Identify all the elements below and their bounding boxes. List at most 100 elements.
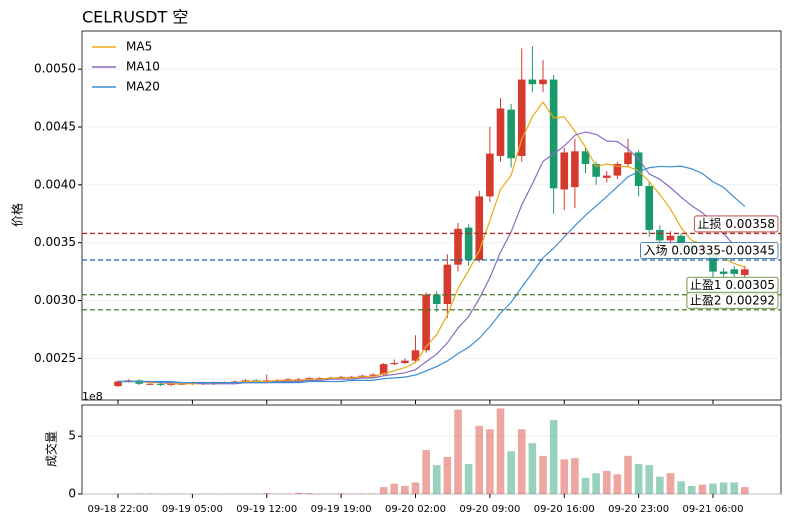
chart-title: CELRUSDT 空 — [82, 8, 188, 27]
volume-bar — [719, 482, 728, 494]
volume-bar — [432, 465, 441, 494]
volume-bar — [517, 429, 526, 494]
candle-body — [316, 378, 324, 380]
volume-bar — [464, 463, 473, 494]
level-label: 止盈1 0.00305 — [690, 278, 775, 292]
candle-body — [156, 383, 165, 385]
candle-body — [114, 381, 122, 387]
y-tick-label: 0.0025 — [34, 351, 76, 365]
candle-body — [645, 186, 654, 230]
volume-bar — [443, 457, 452, 494]
volume-axis-label: 成交量 — [44, 431, 59, 467]
y-tick-label: 0.0035 — [34, 235, 76, 249]
candle-body — [347, 376, 356, 378]
volume-bar — [581, 477, 590, 494]
candle-body — [613, 164, 622, 176]
x-tick-label: 09-21 06:00 — [682, 504, 743, 515]
volume-bar — [656, 476, 664, 494]
level-label-box — [686, 291, 779, 309]
y-axis-label: 价格 — [10, 203, 25, 227]
volume-bar — [560, 459, 569, 494]
candle-body — [464, 227, 473, 261]
candle-body — [443, 264, 452, 304]
volume-offset-label: 1e8 — [82, 390, 103, 403]
candle-body — [730, 269, 739, 274]
candle-body — [146, 383, 154, 385]
candle-body — [592, 164, 600, 177]
volume-bar — [305, 493, 314, 494]
y-tick-label: 5 — [68, 429, 76, 443]
volume-bar — [666, 473, 675, 494]
candle-body — [390, 362, 399, 365]
candle-body — [602, 175, 611, 178]
volume-bar — [507, 451, 515, 494]
volume-bar — [146, 493, 154, 494]
volume-bar — [411, 482, 420, 494]
candle-body — [422, 294, 430, 351]
volume-bar — [730, 482, 739, 494]
x-tick-label: 09-20 16:00 — [534, 504, 595, 515]
level-label-box — [694, 215, 779, 233]
volume-bar — [379, 487, 388, 494]
candle-body — [709, 254, 717, 272]
legend-label: MA5 — [126, 40, 152, 54]
candle-body — [719, 271, 728, 274]
legend-label: MA10 — [126, 60, 160, 74]
volume-bar — [709, 483, 717, 494]
volume-bar — [475, 425, 484, 494]
volume-bar — [454, 409, 462, 494]
candle-body — [294, 379, 303, 381]
candle-body — [401, 360, 409, 363]
candle-body — [379, 364, 388, 375]
volume-bar — [539, 455, 547, 494]
volume-bar — [422, 450, 430, 494]
candle-body — [539, 79, 547, 85]
volume-bar — [358, 493, 367, 494]
ma-line — [118, 131, 746, 385]
volume-bar — [294, 492, 303, 494]
candle-body — [624, 152, 632, 165]
volume-bar — [135, 493, 144, 494]
x-tick-label: 09-20 02:00 — [385, 504, 446, 515]
candle-body — [411, 350, 420, 361]
ma-line — [118, 165, 746, 384]
volume-bar — [262, 493, 271, 494]
candle-body — [560, 152, 569, 190]
volume-bar — [390, 483, 399, 494]
candle-body — [369, 374, 377, 376]
volume-bar — [677, 481, 685, 494]
volume-bar — [337, 493, 345, 494]
candle-body — [528, 79, 537, 85]
candle-body — [549, 79, 558, 189]
candle-body — [432, 294, 441, 304]
candle-body — [741, 269, 749, 276]
y-tick-label: 0.0040 — [34, 177, 76, 191]
volume-bar — [645, 465, 654, 494]
volume-bar — [369, 493, 377, 494]
volume-bar — [549, 420, 558, 494]
x-tick-label: 09-19 12:00 — [236, 504, 297, 515]
x-tick-label: 09-19 05:00 — [162, 504, 223, 515]
x-tick-label: 09-19 19:00 — [311, 504, 372, 515]
level-label-box — [640, 242, 779, 259]
y-tick-label: 0.0050 — [34, 62, 76, 76]
candle-body — [656, 229, 664, 241]
candle-body — [581, 151, 590, 165]
x-tick-label: 09-20 23:00 — [608, 504, 669, 515]
volume-bar — [741, 487, 749, 494]
y-tick-label: 0.0030 — [34, 293, 76, 307]
candle-body — [634, 152, 643, 187]
volume-bar — [634, 463, 643, 494]
volume-bar — [602, 470, 611, 494]
y-tick-label: 0 — [68, 487, 76, 501]
volume-bar — [592, 473, 600, 494]
price-panel — [81, 30, 782, 401]
volume-bar — [624, 455, 632, 494]
candle-body — [571, 151, 579, 188]
candle-body — [496, 108, 505, 156]
candle-body — [677, 235, 685, 247]
volume-bar — [486, 429, 494, 494]
volume-bar — [687, 485, 696, 494]
level-label: 止盈2 0.00292 — [690, 293, 775, 307]
